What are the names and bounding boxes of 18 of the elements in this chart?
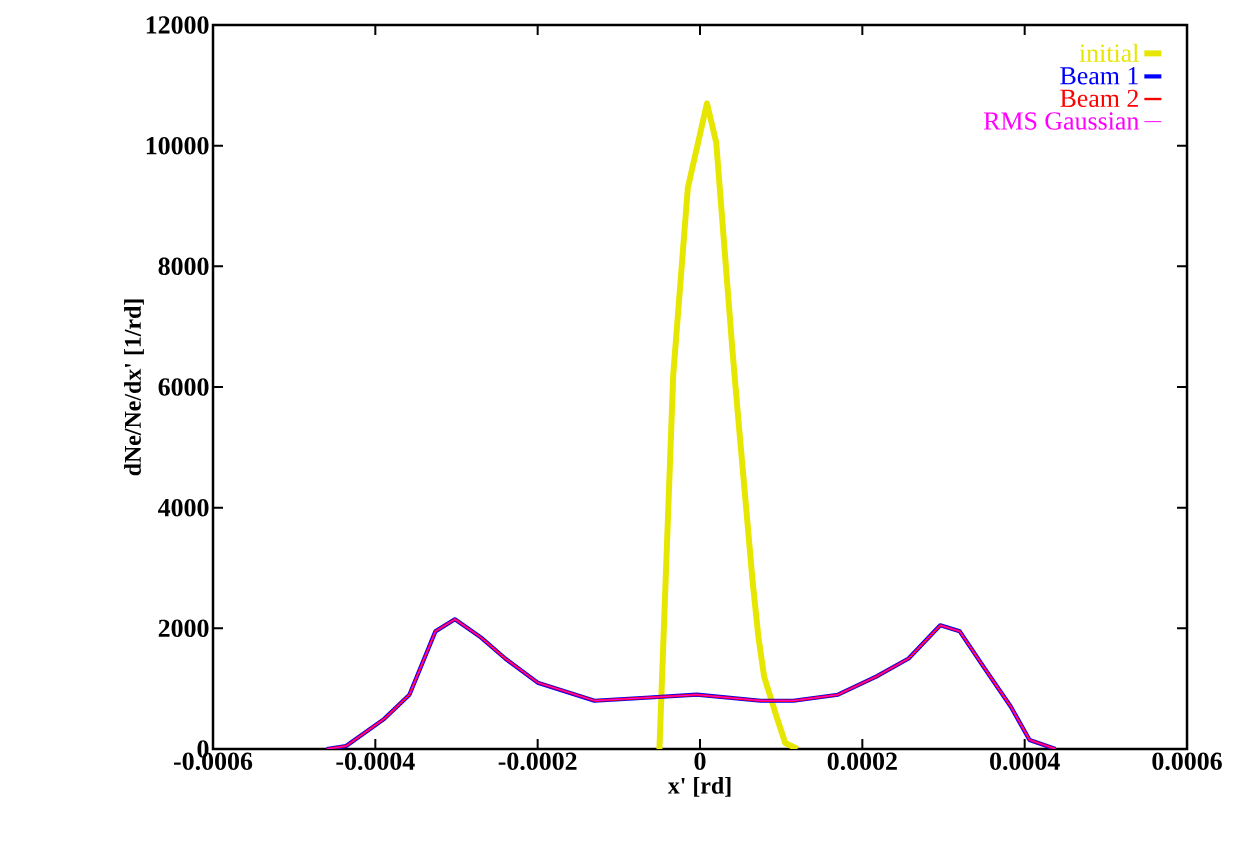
y-tick-label: 4000 <box>158 498 209 517</box>
y-tick-label: 2000 <box>158 619 209 638</box>
legend-label: Beam 1 <box>1060 67 1138 85</box>
y-tick-label: 10000 <box>146 136 209 155</box>
y-tick-label: 6000 <box>158 378 209 396</box>
legend-label: RMS Gaussian <box>983 112 1139 130</box>
x-tick-label: 0.0006 <box>1152 752 1222 771</box>
x-tick-label: 0.0004 <box>990 752 1060 771</box>
y-tick-label: 8000 <box>158 257 209 276</box>
x-tick-label: -0.0004 <box>336 752 415 771</box>
legend-label: initial <box>1079 43 1139 62</box>
x-tick-label: 0 <box>694 752 706 770</box>
y-tick-label: 12000 <box>146 16 209 34</box>
x-axis-title: x' [rd] <box>667 776 731 797</box>
y-axis-title: dNe/Ne/dx' [1/rd] <box>124 299 144 476</box>
legend-label: Beam 2 <box>1060 89 1138 108</box>
x-tick-label: -0.0002 <box>498 752 577 771</box>
x-tick-label: 0.0002 <box>827 752 897 771</box>
